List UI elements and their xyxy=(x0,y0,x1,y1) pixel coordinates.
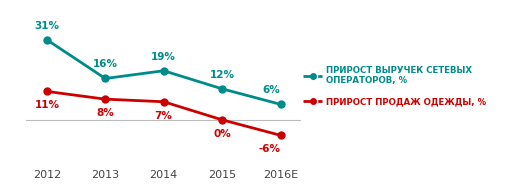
Text: 31%: 31% xyxy=(34,21,59,31)
Legend: ПРИРОСТ ВЫРУЧЕК СЕТЕВЫХ
ОПЕРАТОРОВ, %, ПРИРОСТ ПРОДАЖ ОДЕЖДЫ, %: ПРИРОСТ ВЫРУЧЕК СЕТЕВЫХ ОПЕРАТОРОВ, %, П… xyxy=(300,62,490,110)
Text: 8%: 8% xyxy=(97,108,114,118)
Text: 7%: 7% xyxy=(155,111,173,121)
Text: 0%: 0% xyxy=(213,129,231,139)
Text: -6%: -6% xyxy=(259,144,280,154)
Text: 12%: 12% xyxy=(210,70,234,80)
Text: 16%: 16% xyxy=(93,60,118,70)
Text: 6%: 6% xyxy=(263,85,280,95)
Text: 19%: 19% xyxy=(151,52,176,62)
Text: 11%: 11% xyxy=(34,101,59,110)
